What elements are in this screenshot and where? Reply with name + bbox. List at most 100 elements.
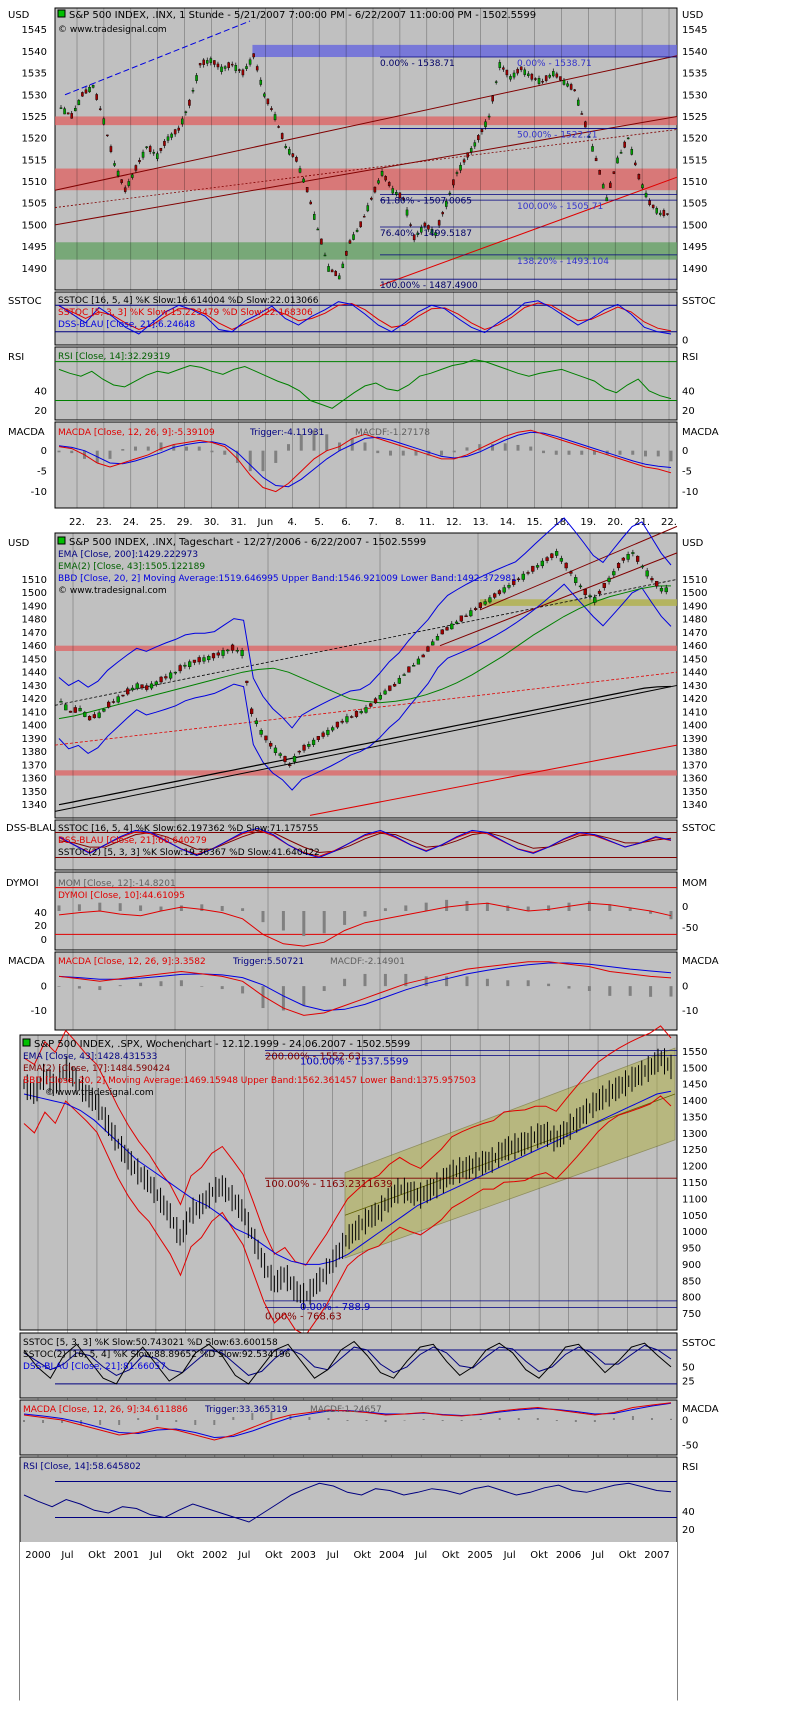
price-y-tick: 1300 xyxy=(682,1129,707,1140)
sstoc-legend: SSTOC [16, 5, 4] %K Slow:62.197362 %D Sl… xyxy=(58,824,318,834)
fib-label: 61.80% - 1507.0065 xyxy=(380,197,472,207)
mom-bar xyxy=(628,908,632,911)
hourly-candle xyxy=(238,69,241,71)
hourly-candle xyxy=(159,147,163,151)
price-y-tick: 1530 xyxy=(682,90,707,101)
macd-histogram-bar xyxy=(365,1420,368,1421)
hourly-candle xyxy=(327,266,330,272)
x-tick-label: Jul xyxy=(149,1550,162,1561)
hourly-candle xyxy=(145,146,148,148)
macd-histogram-bar xyxy=(146,446,150,451)
daily-candle xyxy=(402,674,406,676)
daily-candle xyxy=(159,676,163,683)
price-y-tick: 1390 xyxy=(682,734,707,745)
fib-label: 0.00% - 788.9 xyxy=(300,1302,370,1313)
x-tick-label: 23. xyxy=(96,517,112,528)
hourly-candle xyxy=(648,200,651,206)
price-y-tick: 1380 xyxy=(682,747,707,758)
hourly-candle xyxy=(502,67,505,70)
daily-candle xyxy=(211,653,216,659)
x-tick-label: 11. xyxy=(419,517,435,528)
hourly-candle xyxy=(559,76,562,81)
hourly-candle xyxy=(402,198,405,200)
hourly-candle xyxy=(88,87,91,93)
daily-candle xyxy=(64,704,68,711)
mom-tick: 0 xyxy=(682,902,688,913)
panel3-legend: EMA [Close, 43]:1428.431533 xyxy=(23,1052,157,1062)
hourly-candle xyxy=(345,250,348,256)
hourly-candle xyxy=(205,60,209,64)
hourly-candle xyxy=(309,201,312,205)
daily-candle xyxy=(659,587,664,592)
hourly-candle xyxy=(459,164,462,171)
hourly-candle xyxy=(141,151,145,158)
price-band-blue xyxy=(252,44,678,58)
sstoc-axis-label: SSTOC xyxy=(682,823,716,834)
price-y-tick: 1510 xyxy=(22,177,47,188)
macd-axis-label: MACDA xyxy=(682,956,719,967)
chart-icon xyxy=(57,9,66,18)
macd-histogram-bar xyxy=(213,1420,216,1425)
hourly-candle xyxy=(66,112,70,115)
hourly-candle xyxy=(391,188,395,194)
daily-candle xyxy=(569,571,573,574)
dss-legend: DSS-BLAU [Close, 21]:66.640279 xyxy=(58,836,207,846)
macd-legend: MACDA [Close, 12, 26, 9]:34.611886 xyxy=(23,1405,188,1415)
hourly-candle xyxy=(138,160,141,163)
macd-histogram-bar xyxy=(460,1420,463,1421)
daily-candle xyxy=(297,750,301,753)
hourly-candle xyxy=(202,59,205,65)
daily-candle xyxy=(412,665,416,667)
daily-candle xyxy=(383,690,387,695)
price-y-tick: 1440 xyxy=(682,668,707,679)
macd-histogram-bar xyxy=(159,981,163,987)
hourly-candle xyxy=(509,76,512,80)
macd-histogram-bar xyxy=(270,1412,273,1420)
dymoi-tick: 20 xyxy=(34,921,47,932)
daily-candle xyxy=(111,701,116,703)
macd-tick: 0 xyxy=(41,446,47,457)
fib-label: 100.00% - 1487.4900 xyxy=(380,281,478,291)
trend-line xyxy=(439,552,678,647)
daily-candle xyxy=(249,708,254,714)
sstoc-tick: 0 xyxy=(682,336,688,347)
hourly-candle xyxy=(223,66,227,69)
daily-candle xyxy=(292,756,297,762)
sstoc-d-line xyxy=(23,1344,672,1376)
hourly-candle xyxy=(612,171,616,174)
hourly-candle xyxy=(209,58,213,63)
hourly-candle xyxy=(288,149,291,155)
price-band-red2 xyxy=(55,770,677,776)
trend-line xyxy=(54,579,678,706)
macd-histogram-bar xyxy=(670,1418,672,1420)
hourly-candle xyxy=(266,98,270,105)
macd-histogram-bar xyxy=(23,1420,25,1422)
hourly-candle xyxy=(598,169,601,175)
daily-candle xyxy=(621,557,625,561)
sstoc-axis-label: SSTOC xyxy=(682,1338,716,1349)
x-tick-label: 12. xyxy=(446,517,462,528)
macd-tick: 0 xyxy=(682,1416,688,1427)
price-y-tick: 1495 xyxy=(22,242,47,253)
macd-histogram-bar xyxy=(631,1416,634,1420)
rsi-tick: 20 xyxy=(34,406,47,417)
price-y-tick: 1525 xyxy=(22,112,47,123)
macd-histogram-bar xyxy=(118,985,122,987)
price-y-tick: 1515 xyxy=(682,155,707,166)
hourly-candle xyxy=(548,74,551,78)
macd-histogram-bar xyxy=(42,1420,45,1423)
daily-candle xyxy=(59,701,63,703)
x-tick-label: 5. xyxy=(314,517,324,528)
mom-bar xyxy=(526,906,530,911)
hourly-candle xyxy=(263,93,266,97)
macd-histogram-bar xyxy=(516,444,520,451)
panel2-source: © www.tradesignal.com xyxy=(58,586,167,596)
price-band-olive xyxy=(480,599,677,606)
mom-bar xyxy=(241,908,245,911)
hourly-candle xyxy=(487,115,491,118)
daily-candle xyxy=(426,646,430,652)
macd-histogram-bar xyxy=(156,1415,159,1420)
mom-bar xyxy=(445,899,449,911)
price-y-tick: 1510 xyxy=(682,177,707,188)
